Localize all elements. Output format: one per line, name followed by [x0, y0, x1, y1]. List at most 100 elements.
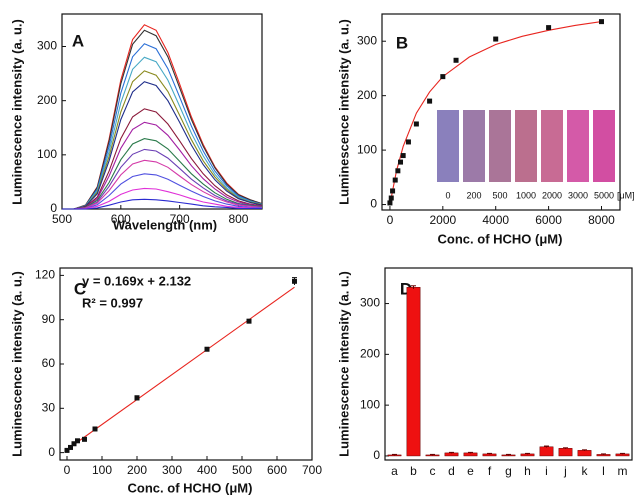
x-tick-label: 0	[387, 213, 394, 227]
y-tick-label: 100	[357, 142, 377, 156]
data-point	[398, 159, 404, 165]
series-line	[62, 108, 263, 210]
x-tick-label: 4000	[482, 213, 509, 227]
x-tick-label: 8000	[588, 213, 615, 227]
data-point	[493, 36, 499, 42]
data-point	[453, 57, 459, 63]
color-swatch	[463, 110, 485, 182]
plot-frame	[384, 267, 633, 461]
y-tick-label: 0	[373, 448, 380, 462]
data-point	[204, 346, 210, 352]
y-tick-label: 300	[37, 39, 57, 53]
data-point	[92, 426, 98, 432]
data-point	[405, 139, 411, 145]
series-line	[62, 81, 263, 210]
series-line	[62, 43, 263, 210]
annotation: R² = 0.997	[82, 295, 143, 310]
x-tick-label: 700	[170, 212, 190, 226]
data-point	[400, 153, 406, 159]
y-axis-label: Luminescence intensity (a. u.)	[9, 271, 24, 457]
x-tick-label: l	[602, 464, 605, 478]
series-line	[62, 24, 263, 210]
data-point	[546, 25, 552, 31]
x-tick-label: b	[410, 464, 417, 478]
data-point	[71, 441, 77, 447]
series-line	[62, 173, 263, 210]
y-tick-label: 0	[50, 201, 57, 215]
series-line	[62, 198, 262, 210]
data-point	[75, 438, 80, 444]
y-tick-label: 200	[37, 93, 57, 107]
color-swatch	[593, 110, 615, 182]
series-line	[62, 70, 263, 210]
data-point	[392, 177, 398, 183]
x-tick-label: m	[618, 464, 628, 478]
panel-label: A	[72, 31, 84, 50]
y-tick-label: 60	[42, 356, 56, 370]
x-tick-label: 500	[52, 212, 72, 226]
color-swatch	[489, 110, 511, 182]
x-tick-label: 0	[64, 463, 71, 477]
data-point	[395, 168, 401, 174]
series-line	[62, 138, 263, 210]
x-tick-label: i	[545, 464, 548, 478]
x-tick-label: 2000	[429, 213, 456, 227]
y-tick-label: 120	[35, 268, 55, 282]
y-tick-label: 300	[357, 33, 377, 47]
y-tick-label: 100	[360, 397, 380, 411]
data-point	[64, 447, 70, 453]
bar	[558, 448, 573, 457]
y-tick-label: 30	[42, 400, 56, 414]
x-tick-label: e	[467, 464, 474, 478]
annotation: y = 0.169x + 2.132	[82, 273, 191, 288]
x-tick-label: 300	[162, 463, 182, 477]
series-line	[62, 148, 263, 210]
inset-label: 0	[445, 190, 450, 200]
data-point	[134, 395, 140, 401]
bar	[539, 446, 554, 457]
x-tick-label: 400	[197, 463, 217, 477]
data-point	[292, 278, 297, 284]
series-line	[62, 121, 263, 210]
inset-label: 3000	[568, 190, 588, 200]
color-swatch	[541, 110, 563, 182]
color-swatch	[567, 110, 589, 182]
plot-frame	[381, 13, 621, 211]
x-tick-label: 200	[127, 463, 147, 477]
data-point	[82, 436, 87, 442]
data-point	[427, 98, 433, 104]
data-point	[440, 74, 446, 80]
x-tick-label: 600	[111, 212, 131, 226]
data-point	[388, 195, 394, 201]
x-axis-label: Conc. of HCHO (μM)	[128, 480, 253, 495]
bar	[577, 450, 592, 457]
x-axis-label: Wavelength (nm)	[113, 217, 217, 232]
bar	[406, 287, 421, 457]
y-tick-label: 100	[37, 147, 57, 161]
y-tick-label: 200	[357, 88, 377, 102]
data-point	[387, 200, 393, 206]
data-point	[413, 121, 419, 127]
series-line	[62, 187, 263, 210]
plot-frame	[61, 13, 263, 210]
y-axis-label: Luminescence intensity (a. u.)	[336, 271, 351, 457]
x-tick-label: h	[524, 464, 531, 478]
inset-unit: [μM]	[617, 190, 635, 200]
x-tick-label: 6000	[535, 213, 562, 227]
inset-label: 2000	[542, 190, 562, 200]
data-point	[598, 19, 604, 25]
x-tick-label: f	[488, 464, 492, 478]
data-point	[68, 444, 73, 450]
inset-label: 1000	[516, 190, 536, 200]
color-swatch	[515, 110, 537, 182]
x-axis-label: Conc. of HCHO (μM)	[438, 231, 563, 246]
panel-label: B	[396, 33, 408, 52]
x-tick-label: a	[391, 464, 398, 478]
y-tick-label: 0	[48, 445, 55, 459]
data-point	[390, 188, 396, 194]
y-axis-label: Luminescence intensity (a. u.)	[336, 19, 351, 205]
y-axis-label: Luminescence intensity (a. u.)	[9, 19, 24, 205]
x-tick-label: c	[430, 464, 436, 478]
x-tick-label: 100	[92, 463, 112, 477]
